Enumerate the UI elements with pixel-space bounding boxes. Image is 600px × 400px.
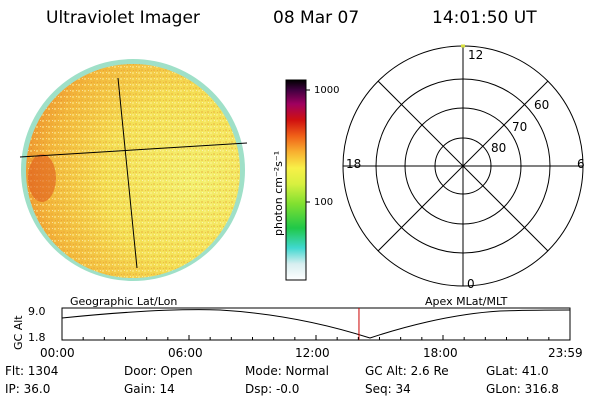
geo-latlon-title: Geographic Lat/Lon (70, 295, 178, 308)
altitude-ylabel: GC Alt (12, 315, 25, 350)
dayglow-patch (28, 154, 56, 202)
mlat-label-70: 70 (512, 120, 528, 134)
mlat-label-60: 60 (534, 98, 550, 112)
xtick-label: 00:00 (40, 346, 75, 360)
xtick-label: 06:00 (168, 346, 203, 360)
altitude-ytick-bottom: 1.8 (28, 331, 46, 344)
latlon-grid-line (19, 142, 248, 158)
colorbar (285, 79, 310, 281)
flight-number: Flt: 1304 (5, 364, 59, 378)
colorbar-tick-low: 100 (314, 197, 334, 208)
altitude-ytick-top: 9.0 (28, 305, 46, 318)
door-status: Door: Open (124, 364, 193, 378)
mlat-label-80: 80 (491, 141, 507, 155)
date-label: 08 Mar 07 (273, 8, 360, 28)
latlon-grid-line (117, 77, 138, 269)
xtick-label: 18:00 (423, 346, 458, 360)
gain-value: Gain: 14 (124, 382, 175, 396)
ip-value: IP: 36.0 (5, 382, 51, 396)
mlt-label-6: 6 (577, 157, 585, 171)
app-title: Ultraviolet Imager (46, 8, 200, 28)
mlt-label-18: 18 (346, 157, 362, 171)
geographic-longitude: GLon: 316.8 (486, 382, 559, 396)
xtick-label: 12:00 (295, 346, 330, 360)
sequence-number: Seq: 34 (365, 382, 411, 396)
xtick-label: 23:59 (548, 346, 583, 360)
time-label: 14:01:50 UT (432, 8, 537, 28)
mlt-label-12: 12 (468, 48, 484, 62)
mode-value: Mode: Normal (245, 364, 329, 378)
gc-altitude: GC Alt: 2.6 Re (365, 364, 449, 378)
colorbar-tick-high: 1000 (314, 85, 340, 96)
mlt-label-0: 0 (467, 277, 475, 291)
apex-mlat-title: Apex MLat/MLT (425, 295, 508, 308)
dsp-value: Dsp: -0.0 (245, 382, 300, 396)
colorbar-label: photon cm⁻²s⁻¹ (272, 150, 285, 236)
geographic-latitude: GLat: 41.0 (486, 364, 549, 378)
